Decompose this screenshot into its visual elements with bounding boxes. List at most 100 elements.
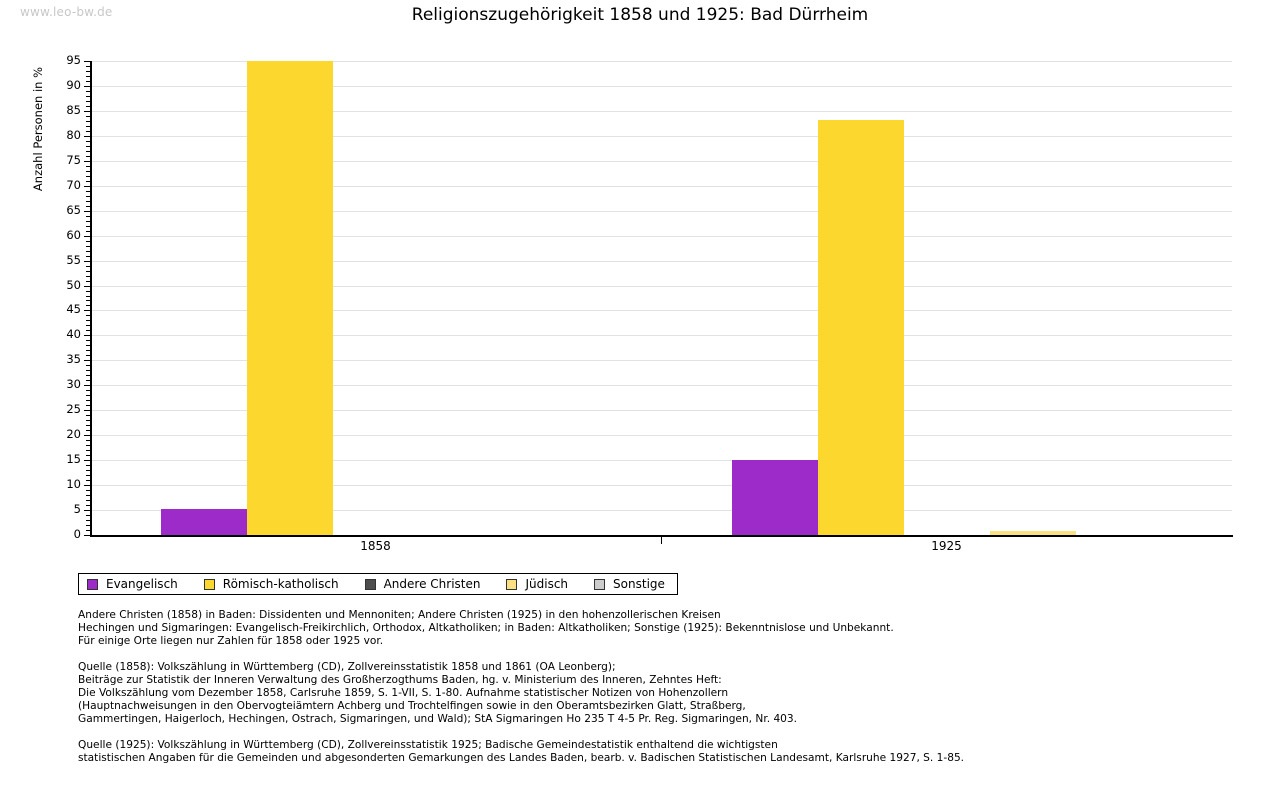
y-axis-minor-tick: [86, 100, 91, 102]
y-axis-tick: [84, 210, 91, 212]
y-axis-tick: [84, 360, 91, 362]
y-axis-minor-tick: [86, 455, 91, 457]
plot-area: [90, 61, 1232, 535]
y-axis-minor-tick: [86, 345, 91, 347]
y-axis-minor-tick: [86, 220, 91, 222]
y-axis-tick-label: 35: [66, 352, 81, 367]
y-axis-tick-label: 40: [66, 327, 81, 342]
y-axis-minor-tick: [86, 395, 91, 397]
legend-item-r-misch-katholisch[interactable]: Römisch-katholisch: [203, 577, 339, 591]
gridline: [90, 260, 1232, 262]
legend-item-andere-christen[interactable]: Andere Christen: [364, 577, 480, 591]
y-axis-tick: [84, 460, 91, 462]
bar-1925-r-misch-katholisch[interactable]: [817, 119, 904, 535]
y-axis-tick: [84, 160, 91, 162]
y-axis-minor-tick: [86, 420, 91, 422]
y-axis-minor-tick: [86, 440, 91, 442]
y-axis-minor-tick: [86, 400, 91, 402]
legend-item-j-disch[interactable]: Jüdisch: [506, 577, 568, 591]
y-axis-minor-tick: [86, 465, 91, 467]
gridline: [90, 85, 1232, 87]
y-axis-tick: [84, 435, 91, 437]
y-axis-minor-tick: [86, 490, 91, 492]
legend-swatch-icon: [506, 578, 518, 590]
legend-item-sonstige[interactable]: Sonstige: [594, 577, 665, 591]
y-axis-minor-tick: [86, 240, 91, 242]
y-axis-minor-tick: [86, 95, 91, 97]
y-axis-minor-tick: [86, 295, 91, 297]
gridline: [90, 135, 1232, 137]
x-axis-tick-label: 1925: [931, 539, 962, 553]
y-axis-minor-tick: [86, 195, 91, 197]
x-axis-line: [90, 535, 1233, 537]
y-axis-minor-tick: [86, 415, 91, 417]
y-axis-tick: [84, 260, 91, 262]
gridline: [90, 110, 1232, 112]
y-axis-minor-tick: [86, 105, 91, 107]
y-axis-minor-tick: [86, 65, 91, 67]
y-axis-minor-tick: [86, 250, 91, 252]
site-watermark: www.leo-bw.de: [20, 5, 113, 19]
gridline: [90, 485, 1232, 487]
legend-swatch-icon: [364, 578, 376, 590]
footnote-line: (Hauptnachweisungen in den Obervogteiämt…: [78, 700, 746, 712]
y-axis-tick: [84, 535, 91, 536]
y-axis-minor-tick: [86, 255, 91, 257]
y-axis-minor-tick: [86, 320, 91, 322]
y-axis-minor-tick: [86, 530, 91, 531]
y-axis-minor-tick: [86, 290, 91, 292]
footnote-block: Quelle (1925): Volkszählung in Württembe…: [78, 739, 1228, 765]
y-axis-tick-label: 80: [66, 127, 81, 142]
y-axis-minor-tick: [86, 125, 91, 127]
y-axis-minor-tick: [86, 280, 91, 282]
bar-1858-r-misch-katholisch[interactable]: [246, 61, 333, 535]
legend-item-evangelisch[interactable]: Evangelisch: [87, 577, 178, 591]
y-axis-minor-tick: [86, 430, 91, 432]
y-axis-minor-tick: [86, 200, 91, 202]
y-axis-minor-tick: [86, 150, 91, 152]
y-axis-minor-tick: [86, 445, 91, 447]
y-axis-minor-tick: [86, 225, 91, 227]
y-axis-minor-tick: [86, 520, 91, 522]
gridline: [90, 460, 1232, 462]
gridline: [90, 435, 1232, 437]
gridline: [90, 285, 1232, 287]
y-axis-minor-tick: [86, 155, 91, 157]
bar-1925-j-disch[interactable]: [989, 531, 1076, 535]
y-axis-minor-tick: [86, 170, 91, 172]
y-axis-minor-tick: [86, 230, 91, 232]
bar-1858-evangelisch[interactable]: [160, 509, 247, 535]
footnote-block: Andere Christen (1858) in Baden: Disside…: [78, 609, 1228, 648]
footnote-line: Quelle (1925): Volkszählung in Württembe…: [78, 739, 778, 751]
y-axis-tick-label: 65: [66, 202, 81, 217]
y-axis-minor-tick: [86, 165, 91, 167]
y-axis-minor-tick: [86, 480, 91, 482]
y-axis-minor-tick: [86, 380, 91, 382]
y-axis-tick: [84, 135, 91, 137]
bar-1925-evangelisch[interactable]: [731, 459, 818, 535]
y-axis-minor-tick: [86, 270, 91, 272]
footnotes: Andere Christen (1858) in Baden: Disside…: [78, 609, 1228, 765]
y-axis-tick: [84, 385, 91, 387]
footnote-line: Gammertingen, Haigerloch, Hechingen, Ost…: [78, 713, 798, 725]
y-axis-tick-label: 0: [73, 527, 81, 541]
footnote-block: Quelle (1858): Volkszählung in Württembe…: [78, 661, 1228, 726]
y-axis-minor-tick: [86, 190, 91, 192]
y-axis-minor-tick: [86, 205, 91, 207]
gridline: [90, 335, 1232, 337]
y-axis-tick: [84, 510, 91, 512]
gridline: [90, 210, 1232, 212]
y-axis-tick: [84, 285, 91, 287]
y-axis-tick-label: 25: [66, 402, 81, 417]
footnote-line: Die Volkszählung vom Dezember 1858, Carl…: [78, 687, 729, 699]
y-axis-tick: [84, 235, 91, 237]
y-axis-minor-tick: [86, 450, 91, 452]
gridline: [90, 360, 1232, 362]
y-axis-minor-tick: [86, 275, 91, 277]
y-axis-minor-tick: [86, 330, 91, 332]
y-axis-tick-label: 95: [66, 53, 81, 67]
footnote-line: Für einige Orte liegen nur Zahlen für 18…: [78, 635, 384, 647]
y-axis-tick: [84, 85, 91, 87]
y-axis-line: [90, 61, 92, 536]
legend-swatch-icon: [203, 578, 215, 590]
